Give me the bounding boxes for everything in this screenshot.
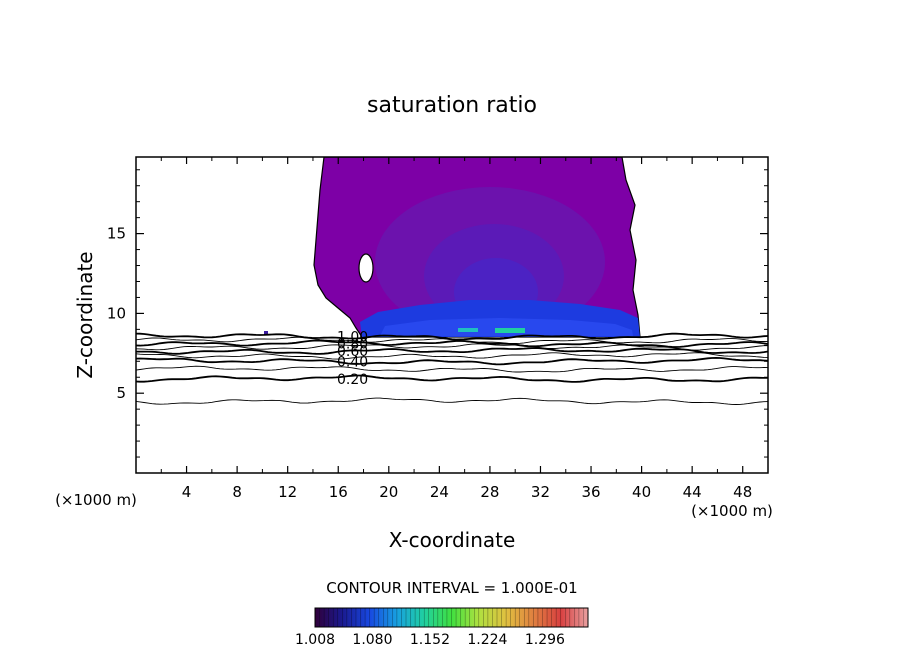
colorbar-tick-label: 1.080	[352, 632, 392, 648]
contour-line	[136, 332, 768, 341]
x-tick-label: 36	[581, 483, 600, 501]
x-tick-label: 40	[632, 483, 651, 501]
x-tick-label: 48	[733, 483, 752, 501]
x-axis-label: X-coordinate	[389, 528, 516, 552]
colorbar-tick-label: 1.224	[467, 632, 507, 648]
y-axis-label: Z-coordinate	[73, 251, 97, 378]
contour-line	[136, 339, 768, 348]
x-unit-label-right: (×1000 m)	[691, 502, 773, 520]
contour-label: 0.40	[337, 354, 368, 370]
chart-title: saturation ratio	[367, 93, 537, 118]
colorbar-ticks: 1.008 1.080 1.152 1.224 1.296	[295, 632, 565, 648]
contour-lines	[136, 332, 768, 405]
contour-line	[136, 397, 768, 405]
colorbar-tick-label: 1.152	[410, 632, 450, 648]
contour-line	[136, 356, 768, 366]
supersaturated-region	[264, 157, 641, 338]
colorbar-divisions	[319, 608, 584, 627]
x-tick-label: 20	[379, 483, 398, 501]
plot-frame	[135, 156, 769, 474]
x-tick-label: 12	[278, 483, 297, 501]
contour-line	[136, 343, 768, 351]
contour-line	[136, 374, 768, 383]
x-tick-label: 4	[182, 483, 192, 501]
y-tick-label: 10	[107, 304, 126, 322]
contour-labels: 0.20 0.400.600.801.00	[337, 330, 368, 388]
plot-area	[136, 157, 768, 405]
contour-label: 0.20	[337, 372, 368, 388]
contour-interval-text: CONTOUR INTERVAL = 1.000E-01	[326, 579, 577, 597]
contour-label: 0.80	[337, 337, 368, 353]
contour-line	[136, 352, 768, 360]
y-tick-label: 5	[116, 384, 126, 402]
x-tick-label: 28	[480, 483, 499, 501]
contour-line	[136, 365, 768, 373]
x-tick-label: 24	[430, 483, 449, 501]
contour-label: 1.00	[337, 330, 368, 346]
contour-label: 0.60	[337, 344, 368, 360]
x-tick-label: 16	[329, 483, 348, 501]
x-tick-label: 8	[232, 483, 242, 501]
x-tick-label: 44	[683, 483, 702, 501]
colorbar-tick-label: 1.008	[295, 632, 335, 648]
x-unit-label-left: (×1000 m)	[55, 491, 137, 509]
colorbar-tick-label: 1.296	[525, 632, 565, 648]
contour-line	[136, 347, 768, 355]
y-tick-label: 15	[107, 225, 126, 243]
x-tick-label: 32	[531, 483, 550, 501]
